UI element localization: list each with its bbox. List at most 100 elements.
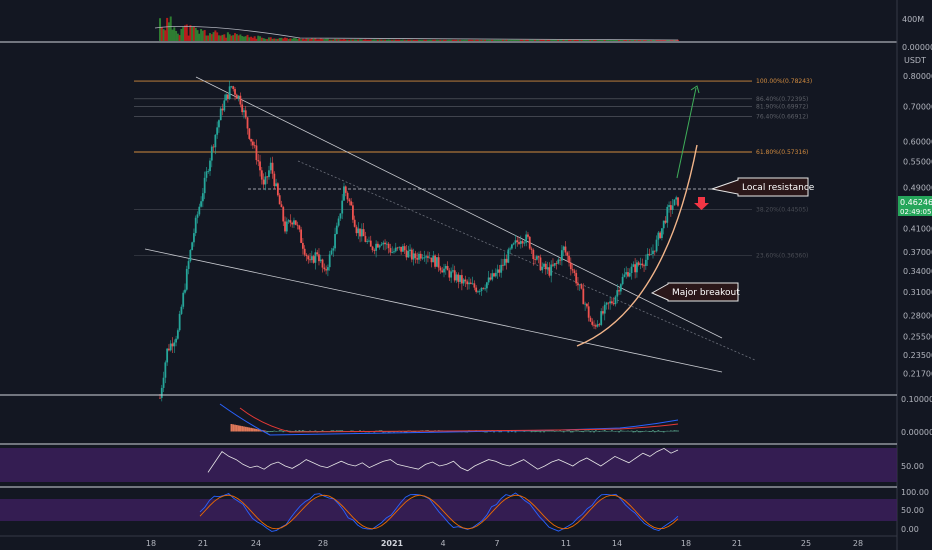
volume-bar [632, 39, 635, 41]
volume-bar [298, 38, 301, 41]
volume-bar [246, 34, 249, 41]
volume-bar [267, 37, 270, 41]
major-breakout-text: Major breakout [672, 288, 740, 298]
candle-body [498, 269, 501, 273]
macd-histogram-bar [244, 426, 247, 432]
candle-body [273, 173, 276, 187]
volume-bar [319, 38, 322, 41]
macd-histogram-bar [662, 431, 665, 433]
volume-bar [671, 39, 674, 41]
candle-body [641, 263, 644, 266]
candle-body [593, 324, 595, 326]
macd-histogram-bar [677, 430, 679, 432]
candle-body [500, 264, 503, 273]
macd-histogram-bar [335, 430, 338, 432]
volume-bar [644, 39, 647, 41]
macd-histogram-bar [234, 424, 236, 432]
candle-body [328, 254, 331, 268]
candle-body [469, 282, 472, 284]
candle-body [448, 270, 451, 278]
candle-body [646, 253, 649, 260]
macd-histogram-bar [571, 431, 574, 433]
volume-bar [210, 34, 213, 41]
macd-histogram-bar [618, 431, 620, 433]
candle-body [248, 128, 251, 139]
volume-bar [557, 39, 560, 41]
candle-body [159, 397, 161, 399]
candle-body [628, 272, 631, 277]
volume-bar [359, 39, 362, 41]
volume-bar [507, 39, 510, 41]
volume-bar [418, 39, 420, 41]
volume-bar [612, 39, 615, 41]
macd-histogram-bar [573, 430, 576, 432]
candle-body [518, 242, 520, 244]
candle-body [643, 265, 645, 267]
volume-bar [362, 39, 365, 41]
candle-body [193, 233, 195, 243]
candle-body [398, 246, 401, 248]
volume-bar [234, 33, 237, 41]
candle-body [523, 242, 526, 244]
volume-bar [280, 37, 283, 41]
local-resistance-callout[interactable]: Local resistance [710, 177, 815, 197]
macd-histogram-bar [257, 429, 260, 432]
macd-histogram-bar [623, 430, 626, 432]
volume-bar [564, 39, 567, 41]
volume-bar [594, 39, 597, 41]
volume-bar [301, 38, 304, 41]
volume-bar [621, 39, 624, 41]
volume-bar [294, 38, 297, 41]
macd-histogram-bar [298, 430, 301, 432]
macd-histogram-bar [334, 430, 336, 432]
candle-body [671, 205, 674, 210]
candle-body [478, 291, 481, 292]
macd-histogram-bar [500, 431, 503, 433]
volume-bar [677, 39, 679, 41]
macd-histogram-bar [380, 430, 383, 432]
volume-bar [194, 27, 197, 41]
candle-body [164, 362, 167, 378]
candle-body [194, 217, 197, 234]
price-pane[interactable]: 100.00%(0.78243) 86.40%(0.72395)81.90%(0.… [134, 76, 812, 402]
volume-bar [585, 39, 588, 41]
volume-bar [269, 37, 272, 41]
candle-body [284, 221, 286, 232]
volume-bar [569, 39, 572, 41]
volume-bar [425, 39, 428, 41]
macd-histogram-bar [332, 430, 335, 432]
candle-body [652, 250, 654, 254]
volume-bar [401, 39, 404, 41]
volume-bar [589, 39, 592, 41]
candle-body [553, 263, 556, 266]
candle-body [548, 267, 551, 276]
candle-body [457, 274, 460, 282]
volume-bar [646, 39, 649, 41]
candle-body [168, 348, 170, 351]
candle-body [303, 248, 306, 255]
macd-histogram-bar [664, 431, 667, 432]
volume-bar [351, 39, 354, 41]
volume-bar [659, 39, 662, 41]
candle-body [577, 283, 579, 286]
candle-body [443, 268, 445, 273]
major-breakout-callout[interactable]: Major breakout [650, 282, 740, 302]
candle-body [514, 240, 517, 244]
candle-body [573, 270, 576, 274]
candle-body [257, 160, 260, 162]
candle-body [216, 127, 219, 135]
volume-bar [185, 24, 188, 41]
candle-body [246, 117, 249, 129]
candle-body [210, 146, 213, 161]
volume-bar [266, 39, 269, 41]
time-axis: 18 21 24 28 2021 4 7 11 14 18 21 25 28 [146, 539, 863, 548]
volume-bar [323, 39, 326, 41]
volume-bar [384, 39, 387, 41]
volume-bar [159, 18, 161, 41]
candle-body [616, 290, 619, 297]
macd-histogram-bar [498, 431, 501, 433]
candle-body [537, 256, 540, 258]
candle-body [459, 275, 461, 282]
